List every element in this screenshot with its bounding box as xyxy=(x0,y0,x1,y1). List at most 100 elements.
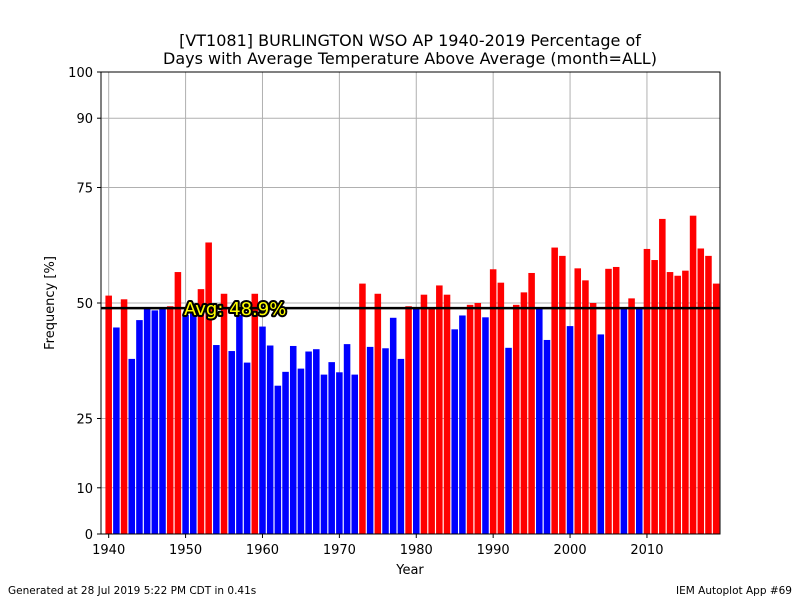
y-tick-label: 90 xyxy=(76,112,93,127)
chart-subtitle: Days with Average Temperature Above Aver… xyxy=(163,49,657,68)
bar-1982 xyxy=(428,307,435,534)
bar-1987 xyxy=(466,304,474,534)
x-tick-label: 1970 xyxy=(323,543,356,558)
bar-1940 xyxy=(105,295,112,534)
bar-1954 xyxy=(213,345,220,534)
x-tick-label: 1990 xyxy=(477,543,510,558)
bar-1966 xyxy=(305,351,312,534)
bar-1956 xyxy=(228,351,235,534)
bar-2013 xyxy=(666,272,674,534)
bar-1984 xyxy=(443,294,451,534)
bar-1965 xyxy=(297,368,305,534)
bar-2003 xyxy=(589,303,597,534)
bar-1964 xyxy=(289,345,297,534)
bar-1960 xyxy=(259,326,266,534)
bar-1980 xyxy=(412,308,420,534)
average-group: Avg: 48.9% xyxy=(101,297,720,322)
y-tick-label: 100 xyxy=(68,66,93,81)
bar-2010 xyxy=(643,248,651,535)
bar-1952 xyxy=(197,289,205,534)
bar-2000 xyxy=(566,326,574,534)
bar-2005 xyxy=(605,268,612,534)
bar-1985 xyxy=(451,329,458,534)
bar-1991 xyxy=(497,282,505,534)
bar-1999 xyxy=(559,255,566,534)
chart-title: [VT1081] BURLINGTON WSO AP 1940-2019 Per… xyxy=(179,31,641,50)
bar-1943 xyxy=(128,358,136,534)
bar-1955 xyxy=(220,293,228,534)
x-tick-label: 1980 xyxy=(400,543,433,558)
bar-1971 xyxy=(343,344,351,534)
x-tick-label: 1950 xyxy=(169,543,202,558)
bar-2001 xyxy=(574,268,582,534)
bar-2015 xyxy=(682,270,689,534)
footer-app-label: IEM Autoplot App #69 xyxy=(676,585,792,597)
bar-1948 xyxy=(166,306,174,534)
bar-2019 xyxy=(712,283,720,534)
bar-1949 xyxy=(174,272,182,534)
bar-1997 xyxy=(543,339,551,534)
bar-1977 xyxy=(389,317,397,534)
y-tick-label: 10 xyxy=(76,482,93,497)
bar-1950 xyxy=(182,315,189,534)
bar-1957 xyxy=(236,315,243,534)
bar-1944 xyxy=(136,320,143,534)
bar-1969 xyxy=(328,362,335,534)
bars-group xyxy=(105,215,720,535)
bar-1974 xyxy=(366,346,374,534)
ticks-group: 1940 1950 1960 1970 1980 1990 2000 2010 0 10 25 50 7… xyxy=(68,66,663,558)
bar-1945 xyxy=(143,308,151,534)
footer-generated-text: Generated at 28 Jul 2019 5:22 PM CDT in … xyxy=(8,585,257,597)
y-tick-label: 25 xyxy=(76,413,93,428)
bar-1958 xyxy=(243,362,251,534)
x-tick-label: 1940 xyxy=(92,543,125,558)
x-tick-label: 1960 xyxy=(246,543,279,558)
bar-1946 xyxy=(151,310,159,534)
bar-1979 xyxy=(405,306,412,534)
bar-1961 xyxy=(266,345,274,534)
bar-1953 xyxy=(205,242,212,534)
y-tick-label: 75 xyxy=(76,182,93,197)
bar-1951 xyxy=(190,308,197,534)
y-axis-label: Frequency [%] xyxy=(43,256,58,350)
bar-1976 xyxy=(382,348,389,534)
bar-2011 xyxy=(651,260,658,534)
x-tick-label: 2000 xyxy=(554,543,587,558)
x-tick-label: 2010 xyxy=(630,543,663,558)
bar-2014 xyxy=(674,275,681,534)
bar-2008 xyxy=(628,298,635,534)
y-tick-label: 0 xyxy=(85,528,93,543)
bar-1993 xyxy=(512,304,520,534)
bar-1941 xyxy=(113,327,120,534)
bar-1981 xyxy=(420,294,428,534)
bar-1947 xyxy=(159,308,166,534)
bar-1975 xyxy=(374,293,382,534)
plot-frame xyxy=(100,71,721,535)
bar-1998 xyxy=(551,247,558,534)
bar-1986 xyxy=(459,315,466,534)
bar-1972 xyxy=(351,374,359,534)
bar-1990 xyxy=(489,269,497,534)
bar-1967 xyxy=(313,349,320,534)
bar-1968 xyxy=(320,374,328,534)
bar-2012 xyxy=(659,218,666,534)
bar-2009 xyxy=(635,308,643,534)
average-label: Avg: 48.9% xyxy=(184,299,286,320)
bar-1995 xyxy=(528,272,535,534)
bar-2006 xyxy=(612,266,620,534)
bar-1992 xyxy=(505,347,512,534)
bar-1970 xyxy=(336,372,343,534)
bar-2002 xyxy=(582,280,589,534)
bar-1988 xyxy=(474,303,482,534)
y-tick-label: 50 xyxy=(76,297,93,312)
bar-1963 xyxy=(282,371,289,534)
bar-2017 xyxy=(697,248,705,534)
bar-1962 xyxy=(274,385,282,534)
bar-1973 xyxy=(359,283,366,534)
bar-1994 xyxy=(520,292,528,534)
bar-2007 xyxy=(620,308,628,534)
bar-1989 xyxy=(482,317,489,534)
bar-2018 xyxy=(705,255,712,534)
x-axis-label: Year xyxy=(395,563,424,578)
